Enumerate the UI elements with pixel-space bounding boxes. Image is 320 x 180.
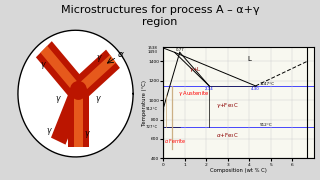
Text: 1493: 1493 bbox=[148, 50, 158, 54]
Text: $\gamma$: $\gamma$ bbox=[95, 94, 102, 105]
X-axis label: Composition (wt % C): Composition (wt % C) bbox=[210, 168, 267, 173]
Text: $\gamma$ Austenite: $\gamma$ Austenite bbox=[178, 89, 210, 98]
Text: 912°C: 912°C bbox=[260, 123, 273, 127]
Polygon shape bbox=[68, 90, 89, 147]
Text: $\alpha$: $\alpha$ bbox=[117, 50, 125, 59]
Y-axis label: Temperature (°C): Temperature (°C) bbox=[142, 80, 147, 126]
Text: $\gamma$+L: $\gamma$+L bbox=[189, 65, 202, 74]
Text: 1147°C: 1147°C bbox=[260, 82, 275, 86]
Text: $\gamma$: $\gamma$ bbox=[84, 129, 91, 140]
Text: L: L bbox=[247, 56, 251, 62]
Circle shape bbox=[70, 81, 87, 100]
Text: Microstructures for process A – α+γ
region: Microstructures for process A – α+γ regi… bbox=[61, 5, 259, 27]
Text: 2.14: 2.14 bbox=[205, 87, 213, 91]
Text: $\gamma$: $\gamma$ bbox=[55, 94, 62, 105]
Text: 727°C: 727°C bbox=[146, 125, 158, 129]
Polygon shape bbox=[18, 30, 133, 157]
Text: 0.77: 0.77 bbox=[175, 48, 184, 52]
Text: 1538: 1538 bbox=[148, 46, 158, 50]
Text: $\gamma$: $\gamma$ bbox=[96, 53, 103, 64]
Polygon shape bbox=[36, 41, 86, 98]
Polygon shape bbox=[51, 87, 86, 145]
Polygon shape bbox=[71, 50, 120, 100]
Polygon shape bbox=[76, 55, 116, 94]
Text: $\gamma$: $\gamma$ bbox=[46, 126, 53, 137]
Text: $\gamma$+Fe$_3$C: $\gamma$+Fe$_3$C bbox=[216, 101, 239, 110]
Text: $\gamma$: $\gamma$ bbox=[40, 60, 47, 71]
Polygon shape bbox=[74, 90, 83, 147]
Text: $\alpha$+Fe$_3$C: $\alpha$+Fe$_3$C bbox=[216, 131, 239, 140]
Polygon shape bbox=[40, 46, 82, 94]
Text: $\alpha$ Ferrite: $\alpha$ Ferrite bbox=[164, 137, 187, 145]
Text: 4.30: 4.30 bbox=[251, 87, 260, 91]
Text: 912°C: 912°C bbox=[146, 107, 158, 111]
